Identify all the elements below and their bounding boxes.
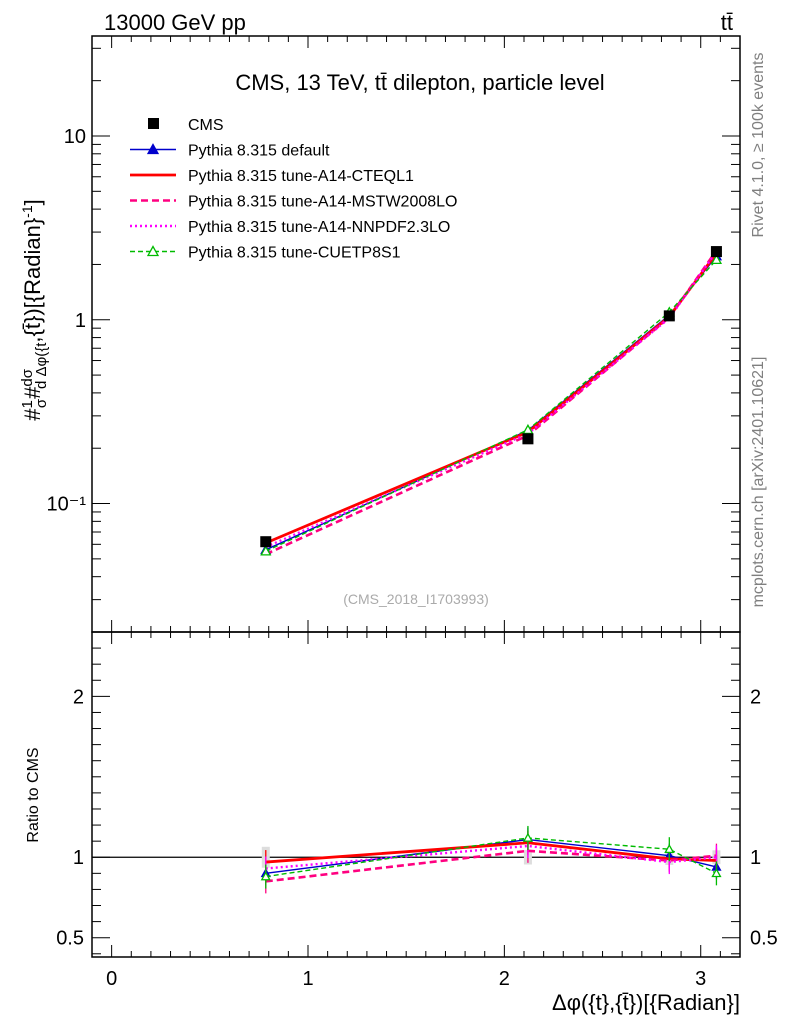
x-tick-label: 3 [695, 968, 706, 990]
x-tick-label: 1 [302, 968, 313, 990]
legend-label-pythia-8-315-tune-a14-cteql1: Pythia 8.315 tune-A14-CTEQL1 [188, 168, 414, 185]
cms-data-point [522, 433, 534, 445]
ratio-y-tick-label: 0.5 [56, 928, 84, 950]
ratio-line-pythia-8-315-tune-a14-cteql1 [265, 841, 717, 864]
ratio-y-tick-label-right: 0.5 [750, 928, 778, 950]
ratio-axes: 0 1 2 3 0.5 0.5 1 1 2 2 [56, 631, 778, 990]
main-y-tick-label: 10⁻¹ [47, 494, 87, 516]
ratio-y-axis-label: Ratio to CMS [25, 747, 42, 842]
ratio-panel-frame [91, 631, 741, 958]
ratio-series-layer [260, 825, 722, 894]
chart-title: CMS, 13 TeV, tt̄ dilepton, particle leve… [235, 70, 604, 95]
legend-label-cms: CMS [188, 117, 224, 134]
x-tick-label: 0 [106, 968, 117, 990]
ratio-line-pythia-8-315-tune-a14-mstw2008lo [265, 849, 717, 883]
main-marker-pythia-8-315-tune-cuetp8s1 [260, 545, 272, 556]
main-line-pythia-8-315-tune-a14-mstw2008lo [265, 249, 718, 556]
ratio-y-tick-label-right: 2 [750, 686, 761, 708]
legend-label-pythia-8-315-default: Pythia 8.315 default [188, 143, 330, 160]
legend-label-pythia-8-315-tune-a14-nnpdf2-3lo: Pythia 8.315 tune-A14-NNPDF2.3LO [188, 219, 450, 236]
main-series-layer [260, 246, 723, 556]
main-line-pythia-8-315-tune-a14-nnpdf2-3lo [265, 250, 718, 549]
main-marker-pythia-8-315-tune-cuetp8s1 [710, 253, 723, 265]
x-axis-label: Δφ({t},{t̄})[{Radian}] [552, 990, 740, 1015]
ratio-y-tick-label: 1 [73, 847, 84, 869]
ratio-marker-pythia-8-315-tune-cuetp8s1 [711, 867, 722, 878]
main-y-axis-label: #1σ#dσd Δφ({t,{t̄})[{Radian}-1] [19, 199, 50, 421]
main-line-pythia-8-315-tune-cuetp8s1 [265, 259, 717, 552]
cms-data-point [663, 310, 675, 322]
legend-label-pythia-8-315-tune-cuetp8s1: Pythia 8.315 tune-CUETP8S1 [188, 245, 401, 262]
cms-data-point [710, 246, 722, 258]
ratio-marker-pythia-8-315-tune-cuetp8s1 [664, 843, 675, 854]
ratio-marker-pythia-8-315-tune-cuetp8s1 [260, 871, 271, 881]
legend: CMS Pythia 8.315 default Pythia 8.315 tune… [130, 117, 457, 262]
x-tick-label: 2 [499, 968, 510, 990]
ratio-y-tick-label-right: 1 [750, 847, 761, 869]
legend-marker-pythia-8-315-default [146, 143, 160, 155]
process-label: tt̄ [721, 10, 733, 35]
ratio-marker-pythia-8-315-tune-cuetp8s1 [522, 832, 534, 842]
cms-data-point [260, 536, 272, 548]
main-y-tick-label: 1 [75, 310, 86, 332]
rivet-label: Rivet 4.1.0, ≥ 100k events [750, 53, 767, 238]
main-axes: 10⁻¹ 1 10 [47, 36, 741, 633]
main-line-pythia-8-315-default [265, 255, 717, 551]
ratio-line-pythia-8-315-tune-cuetp8s1 [265, 837, 717, 878]
legend-label-pythia-8-315-tune-a14-mstw2008lo: Pythia 8.315 tune-A14-MSTW2008LO [188, 194, 457, 211]
mcplots-label: mcplots.cern.ch [arXiv:2401.10621] [750, 357, 767, 608]
legend-marker-cms [148, 118, 159, 129]
main-y-axis-label-text: #1σ#dσd Δφ({t,{t̄})[{Radian}-1] [19, 199, 50, 421]
legend-marker-pythia-8-315-tune-cuetp8s1 [146, 245, 160, 257]
main-line-pythia-8-315-tune-a14-cteql1 [265, 252, 718, 545]
energy-label: 13000 GeV pp [104, 10, 246, 35]
main-y-tick-label: 10 [64, 126, 86, 148]
analysis-watermark: (CMS_2018_I1703993) [343, 591, 489, 607]
ratio-y-tick-label: 2 [73, 686, 84, 708]
